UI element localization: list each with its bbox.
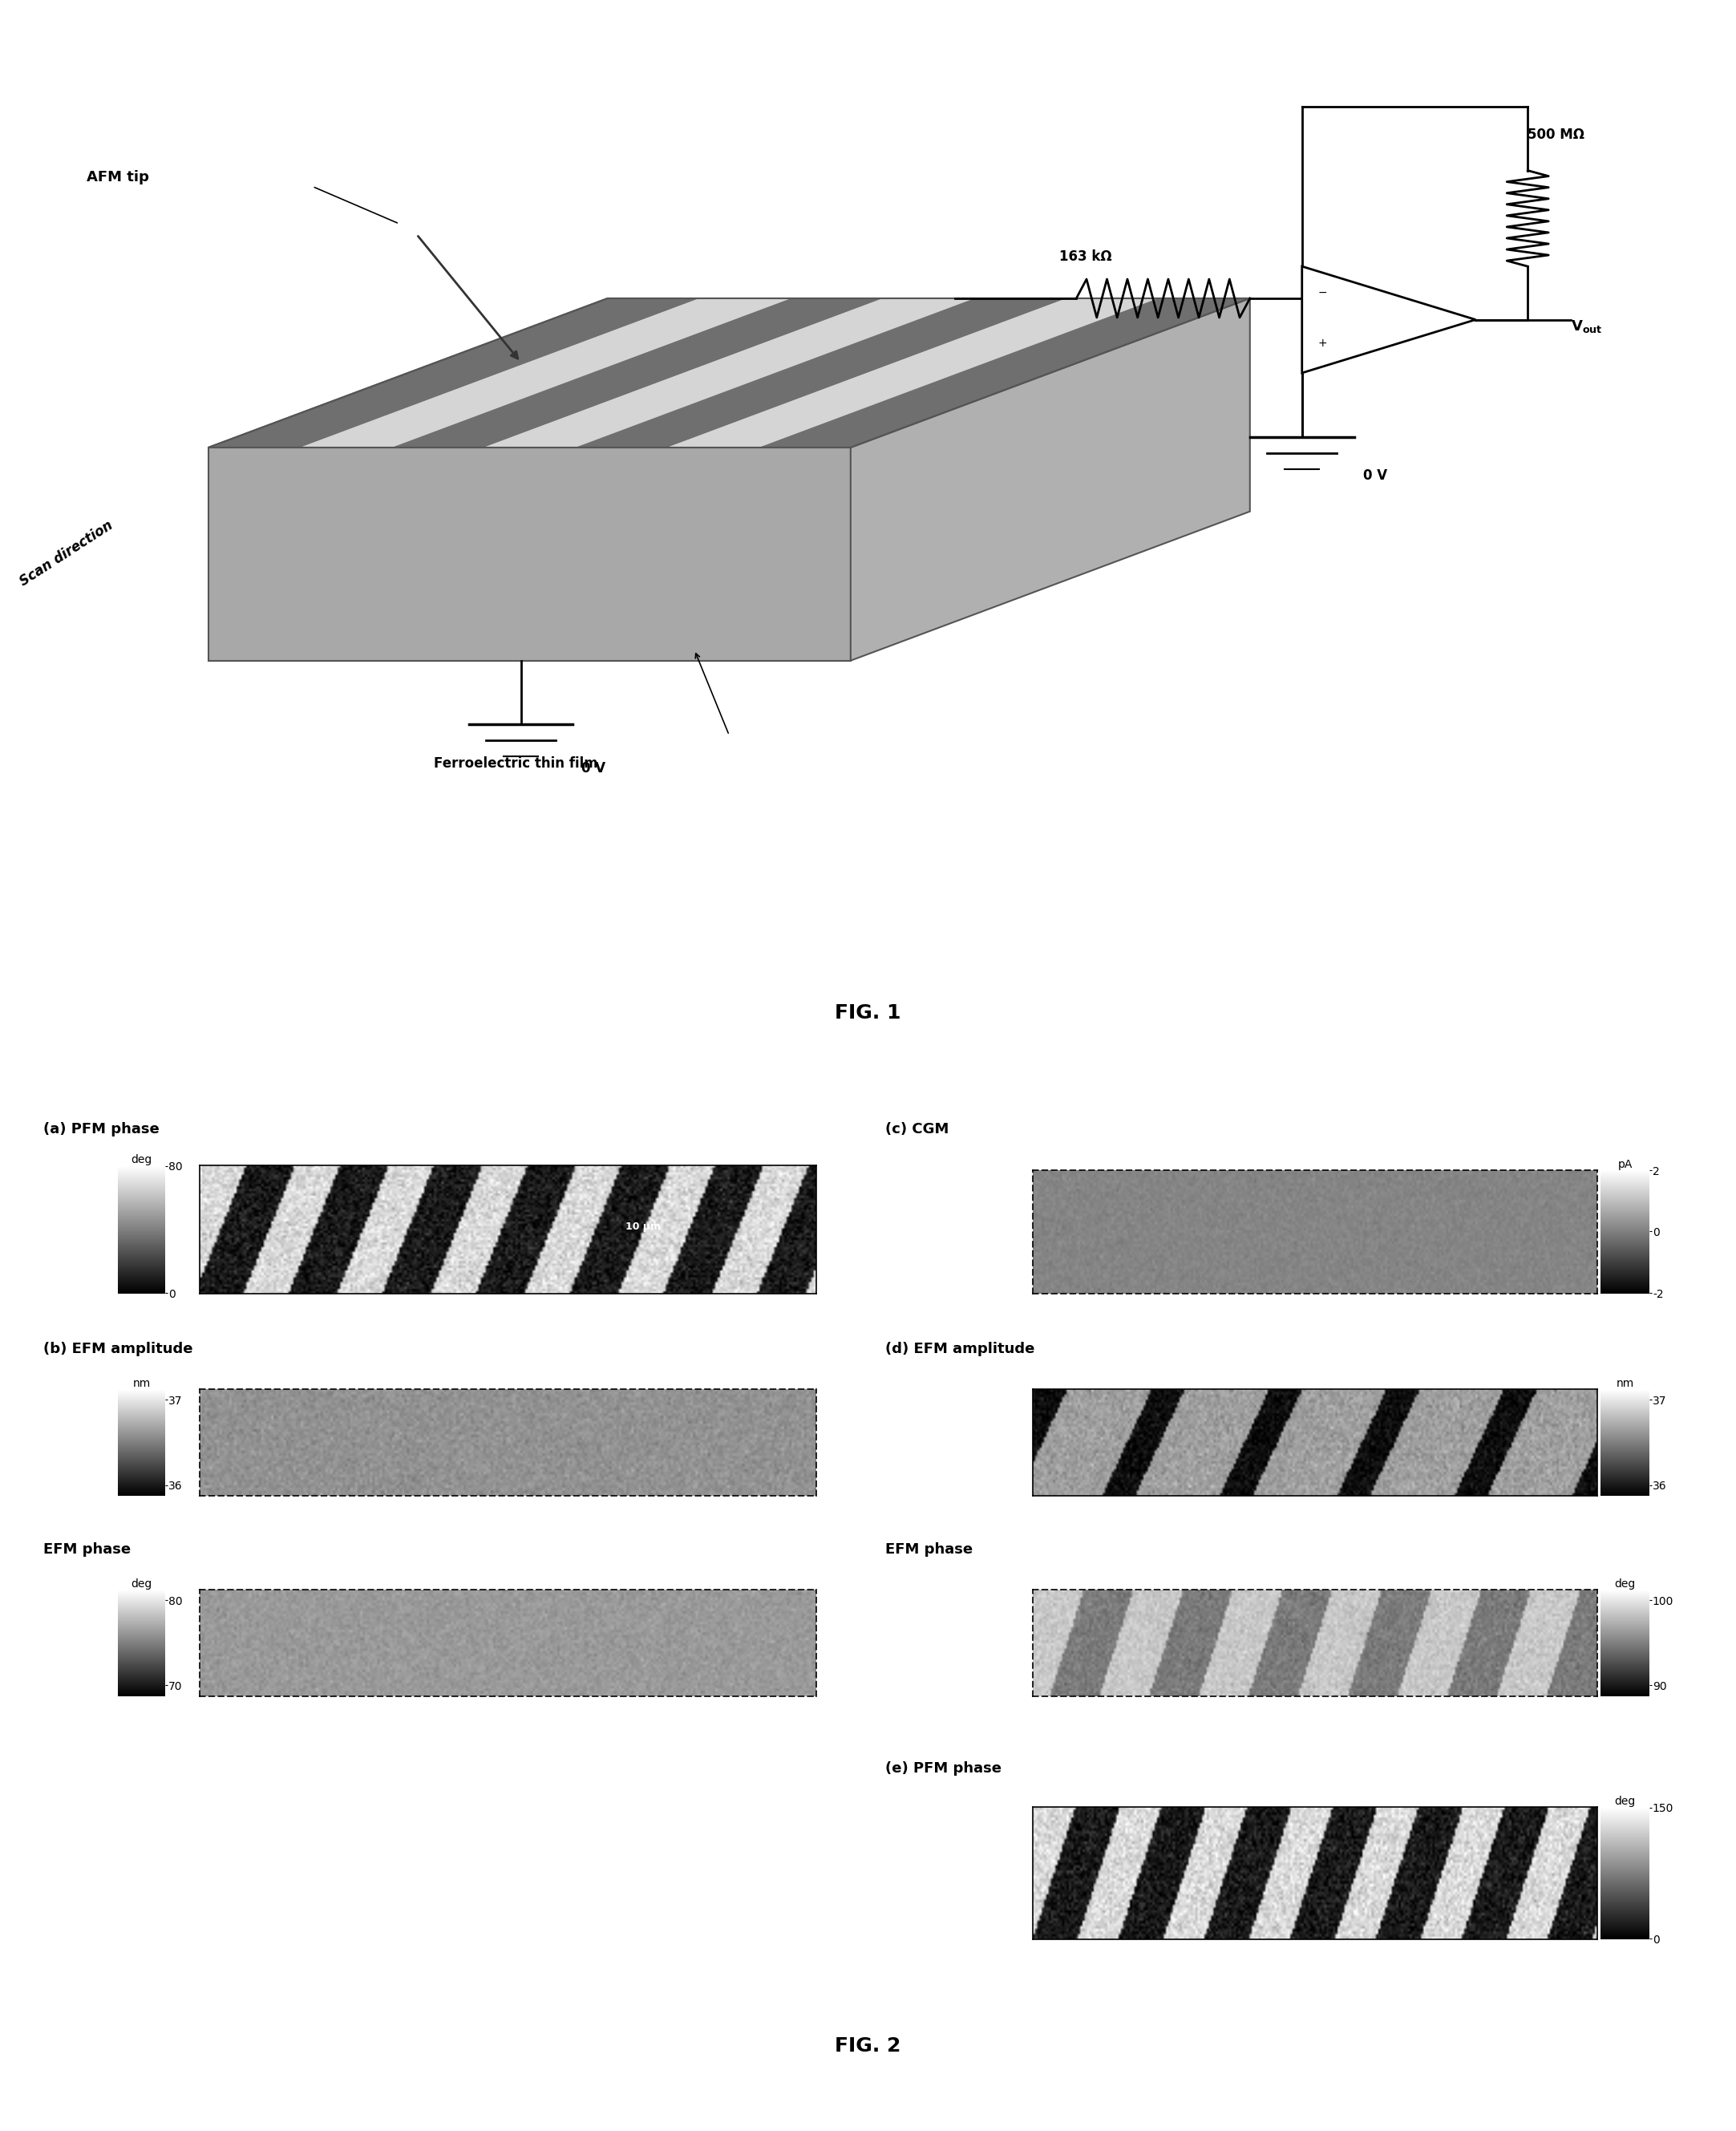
Text: EFM phase: EFM phase bbox=[43, 1543, 130, 1556]
Text: AFM tip: AFM tip bbox=[87, 170, 149, 185]
Title: deg: deg bbox=[130, 1155, 153, 1166]
Polygon shape bbox=[667, 298, 1158, 448]
Polygon shape bbox=[484, 298, 974, 448]
Text: 163 kΩ: 163 kΩ bbox=[1059, 249, 1111, 264]
Polygon shape bbox=[208, 448, 851, 661]
Polygon shape bbox=[392, 298, 884, 448]
Polygon shape bbox=[208, 298, 700, 448]
Text: (a) PFM phase: (a) PFM phase bbox=[43, 1123, 160, 1136]
Text: V$_\mathbf{out}$: V$_\mathbf{out}$ bbox=[1571, 318, 1602, 335]
Polygon shape bbox=[208, 298, 1250, 448]
Title: deg: deg bbox=[1614, 1579, 1635, 1590]
Text: −: − bbox=[1318, 288, 1328, 298]
Polygon shape bbox=[851, 298, 1250, 661]
Polygon shape bbox=[1302, 266, 1476, 373]
Text: FIG. 2: FIG. 2 bbox=[835, 2035, 901, 2056]
Polygon shape bbox=[759, 298, 1250, 448]
Text: 0 V: 0 V bbox=[582, 761, 606, 776]
Text: +: + bbox=[1318, 337, 1328, 349]
Title: nm: nm bbox=[1616, 1379, 1634, 1389]
Title: deg: deg bbox=[1614, 1796, 1635, 1807]
Polygon shape bbox=[575, 298, 1066, 448]
Text: (e) PFM phase: (e) PFM phase bbox=[885, 1762, 1002, 1775]
Title: pA: pA bbox=[1618, 1159, 1632, 1170]
Text: 10 μm: 10 μm bbox=[625, 1221, 661, 1232]
Title: nm: nm bbox=[132, 1379, 151, 1389]
Text: EFM phase: EFM phase bbox=[885, 1543, 972, 1556]
Text: Ferroelectric thin film: Ferroelectric thin film bbox=[434, 757, 599, 771]
Text: (b) EFM amplitude: (b) EFM amplitude bbox=[43, 1343, 193, 1355]
Text: 0 V: 0 V bbox=[1363, 469, 1387, 484]
Text: (d) EFM amplitude: (d) EFM amplitude bbox=[885, 1343, 1035, 1355]
Title: deg: deg bbox=[130, 1579, 153, 1590]
Text: (c) CGM: (c) CGM bbox=[885, 1123, 950, 1136]
Text: 500 MΩ: 500 MΩ bbox=[1528, 128, 1585, 143]
Text: FIG. 1: FIG. 1 bbox=[835, 1004, 901, 1023]
Polygon shape bbox=[300, 298, 792, 448]
Text: Scan direction: Scan direction bbox=[17, 518, 116, 590]
